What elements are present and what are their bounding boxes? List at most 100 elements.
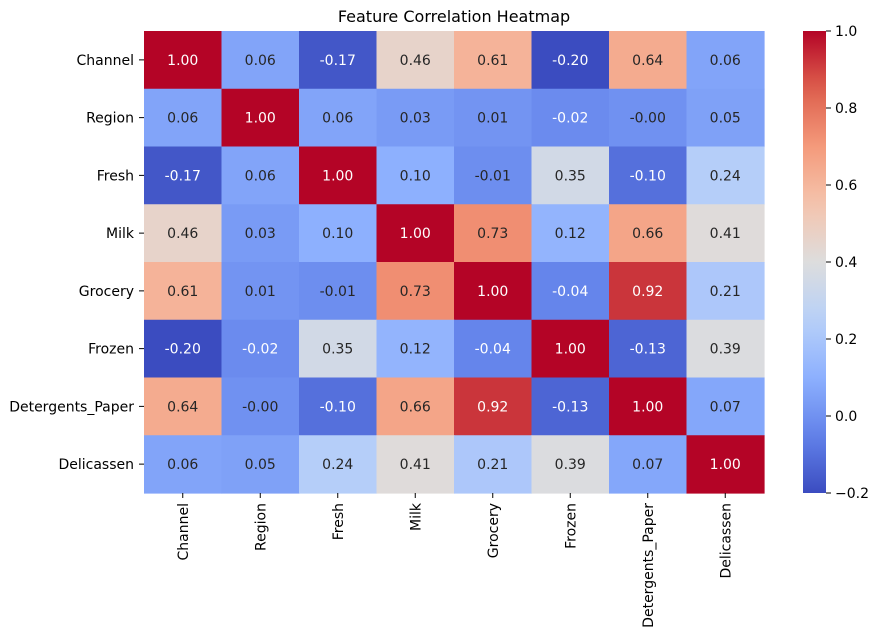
- colorbar-tick-label: 0.4: [835, 255, 857, 271]
- heatmap-cell: [609, 262, 688, 321]
- heatmap-cell: [144, 204, 223, 263]
- heatmap-cell: [221, 435, 300, 494]
- cell-value-label: 0.07: [632, 457, 663, 473]
- heatmap-cell: [144, 377, 223, 436]
- heatmap-cell: [221, 377, 300, 436]
- cell-value-label: 0.06: [167, 111, 198, 127]
- heatmap-cell: [299, 262, 378, 321]
- cell-value-label: -0.10: [630, 168, 666, 184]
- cell-value-label: -0.04: [552, 284, 588, 300]
- cell-value-label: 1.00: [400, 226, 431, 242]
- cell-value-label: 0.92: [632, 284, 663, 300]
- cell-value-label: 0.61: [477, 53, 508, 69]
- y-tick-label: Frozen: [88, 342, 134, 358]
- cell-value-label: -0.10: [320, 399, 356, 415]
- y-tick-label: Delicassen: [58, 457, 134, 473]
- heatmap-cell: [454, 319, 533, 379]
- heatmap-cell: [376, 262, 455, 321]
- cell-value-label: 0.21: [710, 284, 741, 300]
- cell-value-label: -0.17: [320, 53, 356, 69]
- cell-value-label: 0.06: [245, 53, 276, 69]
- cell-value-label: 0.61: [167, 284, 198, 300]
- cell-value-label: 0.39: [555, 457, 586, 473]
- cell-value-label: 0.66: [632, 226, 663, 242]
- cell-value-label: -0.00: [630, 111, 666, 127]
- heatmap-cell: [376, 146, 455, 205]
- heatmap-cell: [686, 88, 765, 148]
- colorbar-tick-label: 0.8: [835, 101, 857, 117]
- cell-value-label: 0.46: [400, 53, 431, 69]
- x-tick-label: Detergents_Paper: [641, 503, 657, 628]
- cell-value-label: 1.00: [555, 342, 586, 358]
- y-tick-label: Detergents_Paper: [9, 399, 134, 415]
- cell-value-label: 0.35: [555, 168, 586, 184]
- heatmap-cell: [686, 435, 765, 494]
- cell-value-label: 1.00: [245, 111, 276, 127]
- cell-value-label: -0.17: [165, 168, 201, 184]
- x-tick-label: Frozen: [563, 503, 579, 549]
- cell-value-label: 0.92: [477, 399, 508, 415]
- heatmap-cell: [531, 262, 610, 321]
- heatmap-cell: [221, 88, 300, 148]
- heatmap-cell: [376, 319, 455, 379]
- heatmap-cell: [531, 377, 610, 436]
- heatmap-cell: [454, 204, 533, 263]
- cell-value-label: 0.05: [710, 111, 741, 127]
- heatmap-cell: [686, 262, 765, 321]
- heatmap-cell: [299, 88, 378, 148]
- cell-value-label: 1.00: [167, 53, 198, 69]
- colorbar-tick-label: 0.2: [835, 332, 857, 348]
- heatmap-cell: [609, 146, 688, 205]
- heatmap-cell: [531, 435, 610, 494]
- cell-value-label: 0.12: [555, 226, 586, 242]
- heatmap-cell: [686, 146, 765, 205]
- cell-value-label: 0.03: [400, 111, 431, 127]
- heatmap-cell: [686, 31, 765, 90]
- cell-value-label: 1.00: [322, 168, 353, 184]
- colorbar: −0.2 0.0 0.2 0.4 0.6 0.8 1.0: [803, 24, 869, 502]
- x-tick-labels: Channel Region Fresh Milk Grocery Frozen Deter…: [176, 493, 734, 628]
- cell-value-label: 0.21: [477, 457, 508, 473]
- y-tick-label: Channel: [77, 53, 134, 69]
- heatmap-cell: [144, 31, 223, 90]
- heatmap-cell: [454, 88, 533, 148]
- cell-value-label: 0.64: [167, 399, 198, 415]
- heatmap-cell: [454, 146, 533, 205]
- cell-value-label: 0.41: [710, 226, 741, 242]
- x-tick-label: Channel: [176, 503, 192, 560]
- heatmap-cell: [531, 31, 610, 90]
- heatmap-cell: [531, 204, 610, 263]
- y-tick-label: Milk: [106, 226, 135, 242]
- colorbar-tick-label: 0.0: [835, 409, 857, 425]
- cell-value-label: -0.00: [242, 399, 278, 415]
- heatmap-cells: 1.00 0.06 -0.17 0.46 0.61 -0.20 0.64 0.06 0.06 1.…: [144, 31, 765, 494]
- cell-value-label: -0.02: [242, 342, 278, 358]
- cell-value-label: 0.24: [322, 457, 353, 473]
- cell-value-label: -0.20: [552, 53, 588, 69]
- heatmap-cell: [376, 88, 455, 148]
- heatmap-cell: [221, 146, 300, 205]
- cell-value-label: 0.03: [245, 226, 276, 242]
- heatmap-cell: [686, 377, 765, 436]
- cell-value-label: -0.13: [552, 399, 588, 415]
- cell-value-label: 0.41: [400, 457, 431, 473]
- heatmap-cell: [609, 319, 688, 379]
- heatmap-cell: [221, 319, 300, 379]
- cell-value-label: 0.73: [400, 284, 431, 300]
- heatmap-cell: [686, 319, 765, 379]
- cell-value-label: 0.10: [400, 168, 431, 184]
- cell-value-label: 0.01: [477, 111, 508, 127]
- heatmap-cell: [531, 319, 610, 379]
- heatmap-cell: [376, 204, 455, 263]
- x-tick-label: Region: [253, 503, 269, 551]
- cell-value-label: 1.00: [632, 399, 663, 415]
- cell-value-label: 0.66: [400, 399, 431, 415]
- cell-value-label: 0.05: [245, 457, 276, 473]
- heatmap-cell: [609, 377, 688, 436]
- heatmap-cell: [454, 262, 533, 321]
- heatmap-cell: [144, 146, 223, 205]
- cell-value-label: 0.39: [710, 342, 741, 358]
- y-tick-label: Grocery: [79, 284, 134, 300]
- x-tick-label: Milk: [408, 502, 424, 531]
